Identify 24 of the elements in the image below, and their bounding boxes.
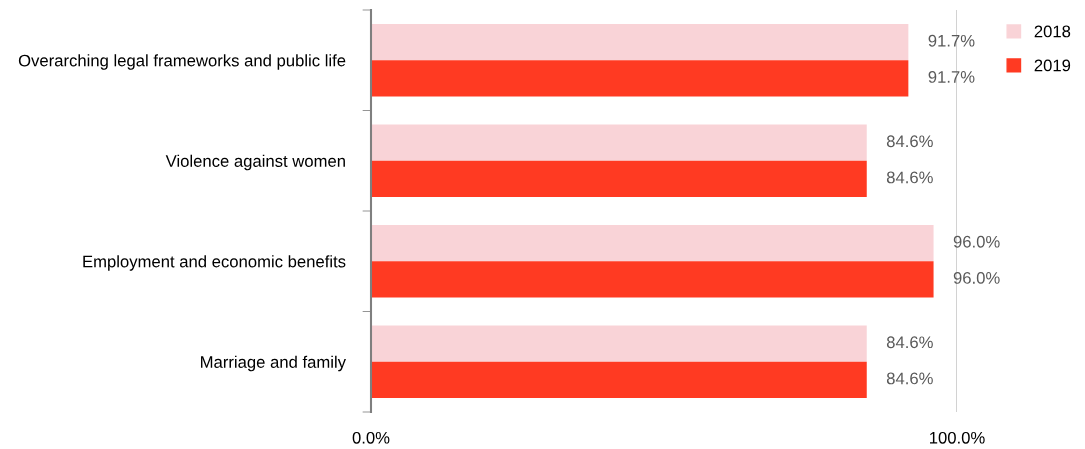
bar	[371, 60, 909, 97]
bar	[371, 261, 934, 298]
data-label: 96.0%	[953, 235, 1000, 248]
bar	[371, 124, 867, 161]
y-tick-label: Overarching legal frameworks and public life	[18, 54, 346, 70]
bar	[371, 24, 909, 61]
bar	[371, 325, 867, 362]
bar	[371, 361, 867, 398]
bar	[371, 225, 934, 262]
legend-label: 2019	[1034, 59, 1071, 72]
data-label: 84.6%	[886, 171, 933, 184]
data-label: 84.6%	[886, 336, 933, 349]
x-tick-label: 0.0%	[352, 431, 390, 444]
data-label: 96.0%	[953, 272, 1000, 284]
data-label: 91.7%	[928, 71, 975, 83]
data-label: 84.6%	[886, 135, 933, 148]
y-tick-label: Employment and economic benefits	[83, 255, 346, 271]
legend-label: 2018	[1034, 25, 1071, 38]
y-tick-label: Marriage and family	[201, 355, 346, 372]
x-tick-label: 100.0%	[930, 431, 985, 444]
data-label: 84.6%	[886, 372, 933, 385]
bar	[371, 160, 867, 197]
data-label: 91.7%	[928, 34, 975, 47]
y-tick-label: Violence against women	[165, 154, 345, 171]
